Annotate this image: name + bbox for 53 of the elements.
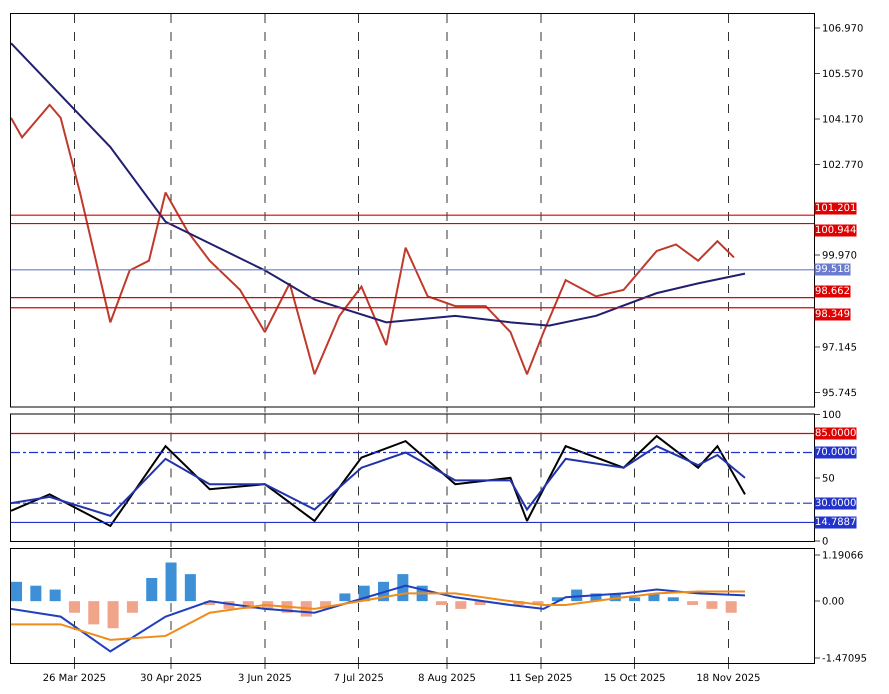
x-tick-label: 18 Nov 2025 (696, 673, 760, 684)
line-series (11, 584, 746, 652)
y-tick-label: 105.570 (822, 68, 864, 80)
x-tick-label: 3 Jun 2025 (238, 673, 292, 684)
x-tick-label: 7 Jul 2025 (334, 673, 384, 684)
bar (108, 601, 119, 628)
bar (50, 590, 61, 602)
bar (184, 574, 196, 602)
bar (11, 582, 22, 602)
line-series (11, 590, 746, 641)
y-tick-label: 104.170 (822, 114, 864, 126)
bar (339, 593, 350, 602)
ref-line-label: 98.662 (815, 286, 850, 297)
x-tick-label: 11 Sep 2025 (509, 673, 573, 684)
y-tick-label: -1.47095 (822, 654, 867, 665)
bar (706, 601, 718, 609)
y-tick-label: 100 (822, 410, 842, 422)
x-tick-label: 26 Mar 2025 (42, 673, 106, 684)
bar (668, 597, 679, 602)
bar (687, 601, 698, 606)
line-series (11, 42, 746, 327)
x-tick-label: 8 Aug 2025 (418, 673, 476, 684)
y-tick-label: 106.970 (822, 23, 864, 34)
y-tick-label: 0 (822, 536, 828, 548)
ref-line-label: 85.0000 (815, 428, 856, 439)
line-series (11, 104, 735, 376)
x-tick-label: 15 Oct 2025 (604, 673, 666, 684)
y-tick-label: 0.00 (822, 596, 844, 608)
bar (436, 601, 447, 606)
ref-line-label: 30.0000 (815, 498, 856, 509)
ref-line-label: 14.7887 (815, 517, 856, 528)
x-tick-label: 30 Apr 2025 (140, 673, 202, 684)
bar (146, 578, 158, 602)
bar (629, 597, 640, 602)
ref-line-label: 100.944 (815, 225, 856, 236)
bar (126, 601, 138, 613)
y-tick-label: 95.745 (822, 388, 857, 399)
y-tick-label: 102.770 (822, 160, 864, 171)
bar (726, 601, 737, 613)
bar (68, 601, 80, 613)
y-tick-label: 97.145 (822, 342, 857, 354)
y-tick-label: 50 (822, 473, 835, 484)
ref-line-label: 70.0000 (815, 447, 856, 458)
y-tick-label: 1.19066 (822, 550, 864, 562)
bar (455, 601, 466, 609)
line-series (11, 445, 746, 517)
ref-line-label: 99.518 (815, 264, 850, 275)
bar (30, 586, 42, 602)
ref-line-label: 101.201 (815, 203, 856, 214)
bar (88, 601, 100, 624)
ref-line-label: 98.349 (815, 309, 850, 320)
bar (166, 562, 177, 602)
y-tick-label: 99.970 (822, 250, 857, 262)
